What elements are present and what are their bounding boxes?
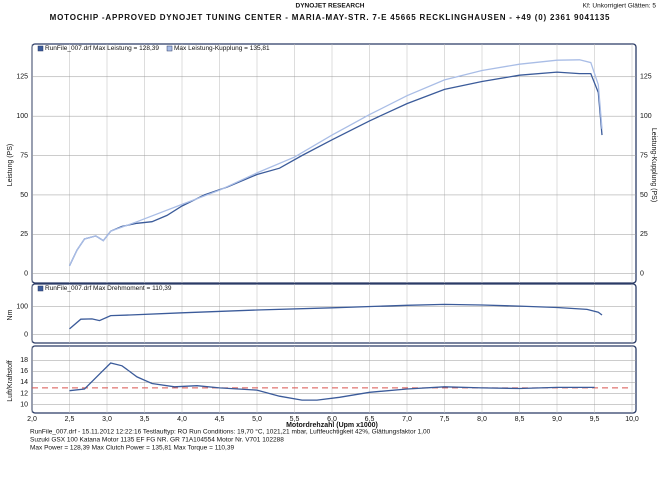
panel-frame xyxy=(31,43,637,284)
panel-frame xyxy=(31,283,637,344)
x-tick-label: 4,0 xyxy=(177,416,187,423)
y2-tick-label: 25 xyxy=(640,231,648,238)
y-tick-label: 50 xyxy=(20,192,28,199)
y-tick-label: 16 xyxy=(20,368,28,375)
y-axis-label: Nm xyxy=(7,309,14,320)
series-line xyxy=(69,362,595,401)
x-tick-label: 9,5 xyxy=(590,416,600,423)
banner: MOTOCHIP -APPROVED DYNOJET TUNING CENTER… xyxy=(50,13,611,22)
x-tick-label: 3,5 xyxy=(140,416,150,423)
y2-tick-label: 0 xyxy=(640,271,644,278)
y-tick-label: 75 xyxy=(20,152,28,159)
y-tick-label: 0 xyxy=(24,271,28,278)
y-tick-label: 100 xyxy=(16,113,28,120)
x-tick-label: 7,0 xyxy=(402,416,412,423)
series-line xyxy=(68,71,603,267)
y-tick-label: 10 xyxy=(20,401,28,408)
legend-swatch xyxy=(37,45,44,52)
x-tick-label: 3,0 xyxy=(102,416,112,423)
y-axis-label: Leistung (PS) xyxy=(7,144,14,186)
footer-line: RunFile_007.drf - 15.11.2012 12:22:16 Te… xyxy=(30,428,431,436)
series-line xyxy=(68,59,603,267)
y-tick-label: 100 xyxy=(16,304,28,311)
y-tick-label: 0 xyxy=(24,331,28,338)
x-tick-label: 6,5 xyxy=(365,416,375,423)
y-tick-label: 18 xyxy=(20,357,28,364)
settings: Kf: Unkorrigiert Glätten: 5 xyxy=(583,3,657,10)
y2-tick-label: 75 xyxy=(640,152,648,159)
footer-line: Suzuki GSX 100 Katana Motor 1135 EF FG N… xyxy=(30,437,284,444)
x-tick-label: 5,5 xyxy=(290,416,300,423)
y-axis-label: Luft/Kraftstoff xyxy=(7,360,14,402)
x-tick-label: 8,0 xyxy=(477,416,487,423)
y2-tick-label: 100 xyxy=(640,113,652,120)
series-line xyxy=(69,303,603,330)
legend-label: RunFile_007.drf Max Drehmoment = 110,39 xyxy=(45,285,172,292)
x-tick-label: 6,0 xyxy=(327,416,337,423)
footer-line: Max Power = 128,39 Max Clutch Power = 13… xyxy=(30,445,234,452)
y-tick-label: 12 xyxy=(20,390,28,397)
x-tick-label: 9,0 xyxy=(552,416,562,423)
legend-label: Max Leistung-Kupplung = 135,81 xyxy=(174,45,270,52)
x-tick-label: 2,5 xyxy=(65,416,75,423)
x-tick-label: 7,5 xyxy=(440,416,450,423)
y-tick-label: 14 xyxy=(20,379,28,386)
x-tick-label: 4,5 xyxy=(215,416,225,423)
x-tick-label: 8,5 xyxy=(515,416,525,423)
y2-axis-label: Leistung-Kupplung (PS) xyxy=(650,128,657,202)
legend-swatch xyxy=(37,285,44,292)
x-axis-label: Motordrehzahl (Upm x1000) xyxy=(286,422,378,429)
y-tick-label: 25 xyxy=(20,231,28,238)
legend-label: RunFile_007.drf Max Leistung = 128,39 xyxy=(45,45,159,52)
panel-frame xyxy=(31,345,637,414)
y2-tick-label: 50 xyxy=(640,192,648,199)
x-tick-label: 10,0 xyxy=(625,416,639,423)
y-tick-label: 125 xyxy=(16,74,28,81)
y2-tick-label: 125 xyxy=(640,74,652,81)
brand: DYNOJET RESEARCH xyxy=(296,3,365,10)
legend-swatch xyxy=(166,45,173,52)
x-tick-label: 2,0 xyxy=(27,416,37,423)
x-tick-label: 5,0 xyxy=(252,416,262,423)
